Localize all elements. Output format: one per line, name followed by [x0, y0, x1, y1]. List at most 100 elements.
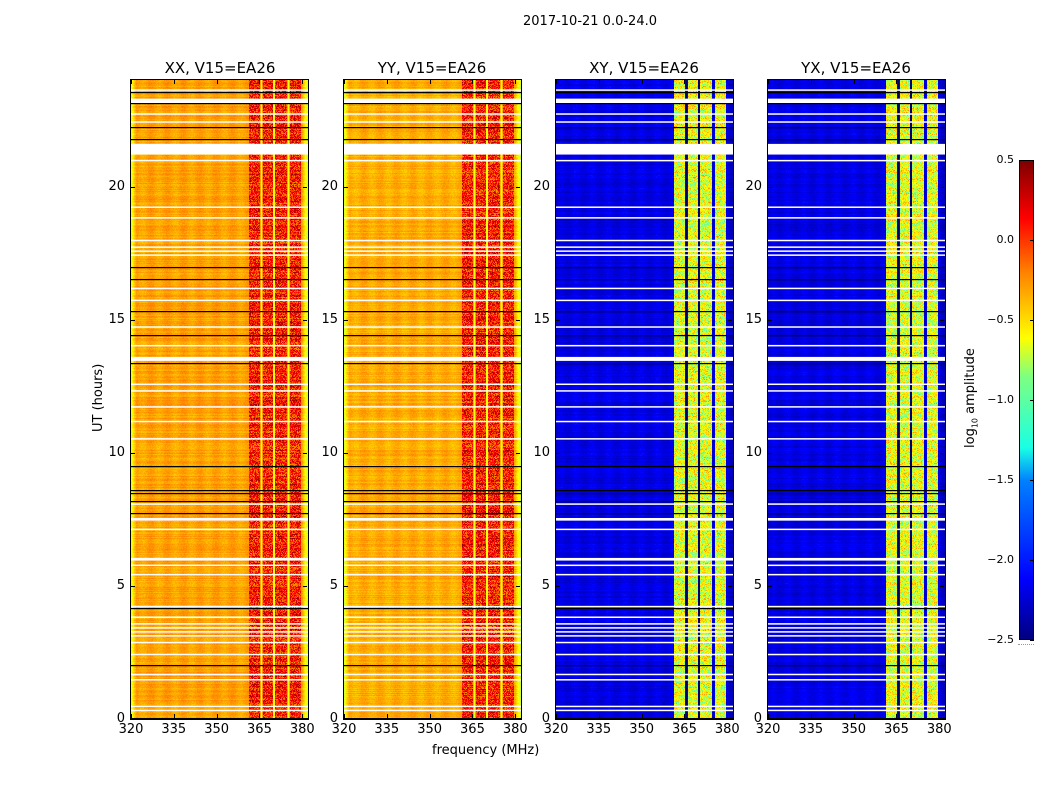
y-tick-mark — [516, 452, 520, 454]
y-tick-mark — [344, 719, 348, 720]
x-tick-label: 365 — [247, 722, 272, 737]
y-tick-mark — [303, 186, 307, 188]
x-tick-label: 320 — [543, 722, 569, 737]
y-tick-mark — [940, 186, 944, 188]
x-tick-mark — [259, 714, 261, 718]
x-tick-mark — [556, 80, 557, 84]
y-tick-label: 15 — [321, 311, 338, 327]
y-tick-mark — [131, 452, 135, 454]
x-tick-label: 335 — [798, 722, 824, 737]
x-tick-mark — [727, 714, 729, 718]
colorbar-extend-marker — [1018, 644, 1034, 645]
x-tick-mark — [429, 714, 431, 718]
colorbar-tick-label: −1.5 — [987, 473, 1014, 486]
y-tick-label: 10 — [108, 444, 125, 460]
x-tick-mark — [173, 714, 175, 718]
y-tick-label: 20 — [108, 178, 125, 194]
heatmap-panel-xy — [555, 79, 734, 720]
panel-title-xx: XX, V15=EA26 — [164, 59, 276, 77]
colorbar-tick-label: −1.0 — [987, 393, 1014, 406]
y-tick-mark — [344, 319, 348, 321]
y-tick-mark — [728, 719, 732, 720]
x-tick-mark — [515, 714, 517, 718]
heatmap-panel-xx — [130, 79, 309, 720]
x-tick-mark — [853, 80, 855, 84]
x-tick-mark — [896, 80, 898, 84]
x-tick-mark — [810, 714, 812, 718]
x-tick-label: 365 — [460, 722, 485, 737]
y-tick-mark — [516, 585, 520, 587]
x-tick-label: 365 — [672, 722, 697, 737]
y-tick-mark — [131, 719, 135, 720]
y-tick-label: 0 — [329, 711, 338, 726]
x-tick-mark — [727, 80, 729, 84]
y-tick-mark — [516, 186, 520, 188]
y-tick-label: 0 — [753, 711, 762, 726]
y-tick-label: 5 — [329, 577, 338, 593]
x-tick-mark — [216, 80, 218, 84]
y-tick-mark — [556, 319, 560, 321]
panel-title-xy: XY, V15=EA26 — [589, 59, 699, 77]
y-tick-mark — [516, 319, 520, 321]
x-tick-label: 350 — [204, 722, 230, 737]
y-tick-label: 10 — [533, 444, 550, 460]
y-tick-label: 15 — [745, 311, 762, 327]
x-tick-mark — [472, 80, 474, 84]
x-tick-mark — [896, 714, 898, 718]
y-tick-mark — [303, 452, 307, 454]
x-tick-mark — [344, 714, 345, 718]
x-tick-label: 380 — [714, 722, 740, 737]
suptitle: 2017-10-21 0.0-24.0 — [523, 14, 657, 29]
heatmap-yx — [768, 80, 945, 719]
y-tick-label: 15 — [108, 311, 125, 327]
colorbar-label: log10 amplitude — [963, 348, 980, 448]
y-tick-label: 20 — [745, 178, 762, 194]
x-tick-mark — [684, 80, 686, 84]
x-tick-mark — [641, 80, 643, 84]
x-tick-mark — [216, 714, 218, 718]
x-tick-mark — [344, 80, 345, 84]
x-tick-mark — [641, 714, 643, 718]
x-tick-mark — [302, 80, 304, 84]
y-tick-mark — [303, 585, 307, 587]
x-tick-label: 380 — [926, 722, 952, 737]
colorbar-tick-mark — [1030, 400, 1034, 401]
y-tick-mark — [768, 319, 772, 321]
y-tick-mark — [344, 186, 348, 188]
y-tick-mark — [728, 319, 732, 321]
x-tick-mark — [173, 80, 175, 84]
y-tick-mark — [556, 719, 560, 720]
y-tick-label: 20 — [321, 178, 338, 194]
x-tick-label: 320 — [755, 722, 781, 737]
x-tick-label: 365 — [884, 722, 909, 737]
x-tick-label: 380 — [289, 722, 315, 737]
y-tick-mark — [940, 585, 944, 587]
colorbar-label-sub: 10 — [970, 417, 980, 429]
x-tick-mark — [131, 714, 132, 718]
x-tick-mark — [598, 80, 600, 84]
colorbar-tick-mark — [1030, 240, 1034, 241]
y-tick-label: 10 — [745, 444, 762, 460]
y-tick-label: 0 — [541, 711, 550, 726]
y-tick-mark — [303, 319, 307, 321]
y-tick-mark — [556, 452, 560, 454]
y-tick-label: 5 — [541, 577, 550, 593]
x-tick-label: 335 — [586, 722, 612, 737]
colorbar-tick-mark — [1030, 320, 1034, 321]
y-tick-mark — [728, 585, 732, 587]
x-tick-mark — [515, 80, 517, 84]
x-tick-mark — [386, 80, 388, 84]
y-tick-label: 5 — [116, 577, 125, 593]
y-tick-label: 10 — [321, 444, 338, 460]
y-tick-label: 5 — [753, 577, 762, 593]
y-tick-mark — [728, 186, 732, 188]
x-tick-mark — [302, 714, 304, 718]
y-tick-mark — [131, 319, 135, 321]
x-tick-mark — [556, 714, 557, 718]
heatmap-yy — [344, 80, 521, 719]
x-tick-label: 350 — [841, 722, 867, 737]
colorbar-tick-label: 0.5 — [996, 153, 1015, 166]
y-tick-mark — [344, 585, 348, 587]
y-tick-label: 15 — [533, 311, 550, 327]
colorbar-tick-mark — [1030, 480, 1034, 481]
